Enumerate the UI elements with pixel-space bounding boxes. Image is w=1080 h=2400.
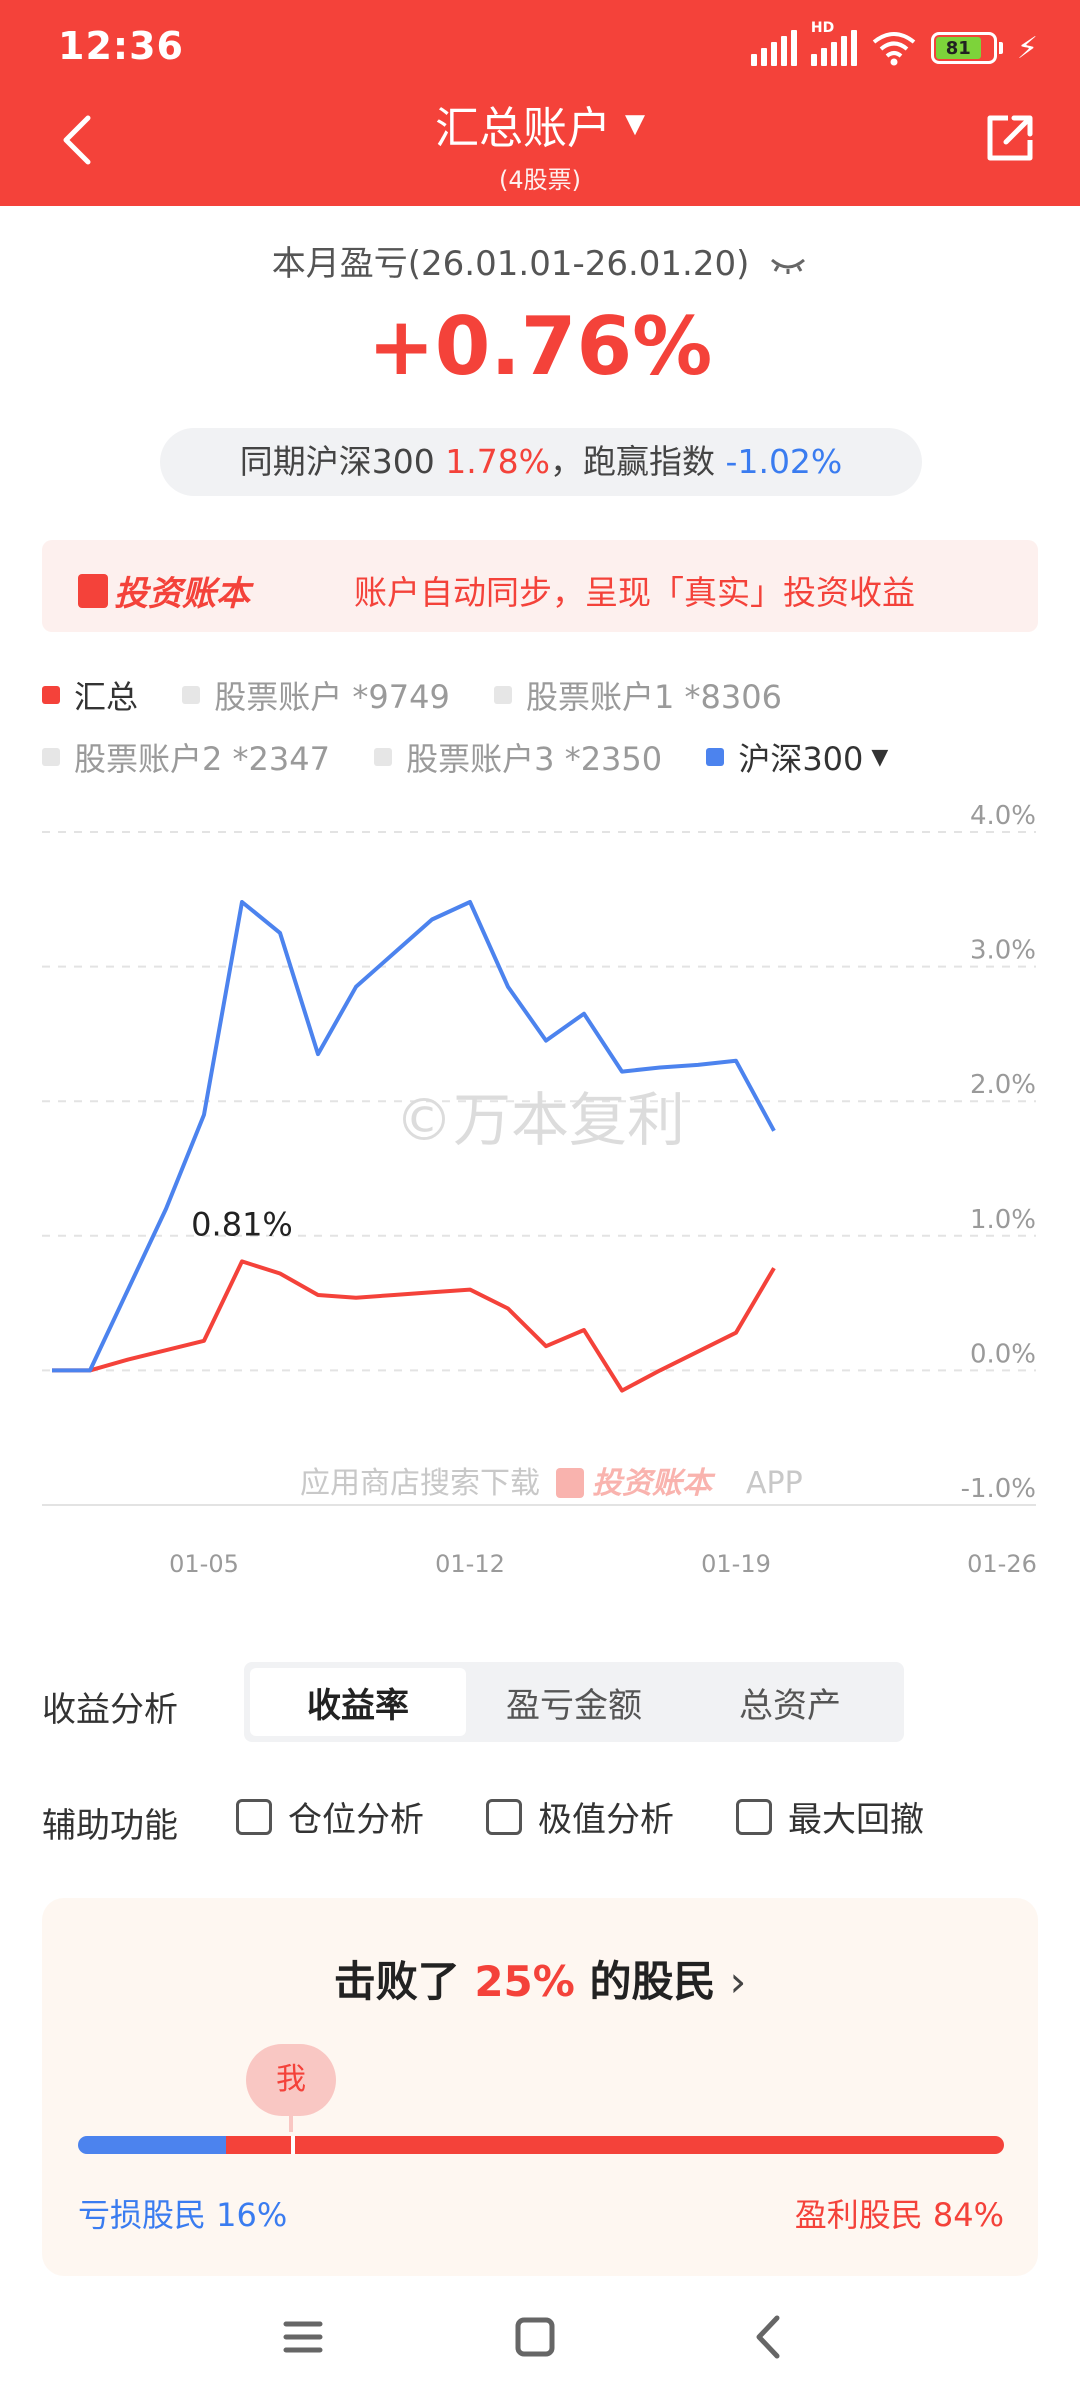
charging-icon: ⚡ bbox=[1016, 30, 1038, 66]
extreme-analysis-checkbox[interactable]: 极值分析 bbox=[486, 1792, 674, 1841]
system-nav-bar bbox=[0, 2296, 1080, 2376]
legend-swatch bbox=[706, 748, 725, 766]
banner-message: 账户自动同步，呈现「真实」投资收益 bbox=[354, 573, 915, 612]
legend-item-account-2350[interactable]: 股票账户3 *2350 bbox=[374, 734, 662, 780]
me-marker-tail bbox=[288, 2112, 293, 2132]
page-title: 汇总账户 bbox=[435, 103, 611, 154]
x-tick-label: 01-05 bbox=[169, 1550, 239, 1578]
eye-closed-icon[interactable] bbox=[768, 256, 808, 276]
legend-item-account-8306[interactable]: 股票账户1 *8306 bbox=[493, 672, 782, 718]
analysis-label: 收益分析 bbox=[42, 1690, 178, 1730]
me-marker: 我 bbox=[245, 2044, 336, 2116]
x-tick-label: 01-26 bbox=[967, 1550, 1037, 1578]
legend-swatch bbox=[374, 748, 393, 766]
legend-swatch bbox=[42, 748, 60, 766]
chart-footer-text: 应用商店搜索下载 bbox=[300, 1466, 540, 1501]
analysis-segmented-control: 收益率 盈亏金额 总资产 bbox=[244, 1662, 904, 1742]
y-tick-label: 1.0% bbox=[970, 1205, 1036, 1235]
battery-level: 81 bbox=[935, 37, 981, 59]
caret-down-icon: ▼ bbox=[625, 109, 645, 139]
y-tick-label: 3.0% bbox=[970, 936, 1036, 966]
gain-segment bbox=[226, 2136, 1004, 2154]
signal-hd-icon: HD bbox=[810, 20, 857, 66]
aux-checkboxes: 仓位分析 极值分析 最大回撤 bbox=[236, 1792, 924, 1841]
legend-item-account-2347[interactable]: 股票账户2 *2347 bbox=[42, 734, 330, 780]
promo-banner[interactable]: 投资账本 账户自动同步，呈现「真实」投资收益 bbox=[42, 540, 1038, 632]
return-chart[interactable]: 4.0% 3.0% 2.0% 1.0% 0.0% -1.0% 01-05 01-12 01-19… bbox=[0, 800, 1080, 1600]
y-tick-label: -1.0% bbox=[961, 1474, 1036, 1504]
menu-icon[interactable] bbox=[268, 2302, 338, 2372]
account-selector[interactable]: 汇总账户 ▼ bbox=[435, 92, 645, 156]
tab-total-assets[interactable]: 总资产 bbox=[739, 1685, 841, 1726]
y-tick-label: 2.0% bbox=[970, 1070, 1036, 1100]
home-icon[interactable] bbox=[500, 2302, 570, 2372]
page-subtitle: (4股票) bbox=[499, 166, 581, 194]
checkbox-box[interactable] bbox=[486, 1798, 522, 1835]
series-line-hs300 bbox=[52, 900, 776, 1373]
top-header: 12:36 HD 81 ⚡ 汇总账户 bbox=[0, 0, 1080, 206]
max-annotation: 0.81% bbox=[191, 1205, 293, 1243]
legend-item-hs300[interactable]: 沪深300 ▼ bbox=[706, 734, 888, 780]
position-analysis-checkbox[interactable]: 仓位分析 bbox=[236, 1792, 424, 1841]
back-button[interactable] bbox=[50, 110, 110, 170]
legend-row-2: 股票账户2 *2347 股票账户3 *2350 沪深300 ▼ bbox=[42, 734, 1042, 780]
x-tick-label: 01-19 bbox=[701, 1550, 771, 1578]
me-position-mark bbox=[290, 2136, 295, 2154]
legend-row-1: 汇总 股票账户 *9749 股票账户1 *8306 bbox=[42, 672, 1042, 718]
profit-percent: +0.76% bbox=[367, 300, 713, 393]
gain-investors-label: 盈利股民 84% bbox=[794, 2196, 1004, 2234]
legend-item-account-9749[interactable]: 股票账户 *9749 bbox=[182, 672, 450, 718]
loss-segment bbox=[78, 2136, 227, 2154]
chart-footer-logo: 投资账本 bbox=[592, 1466, 716, 1501]
index-return: 1.78% bbox=[445, 442, 551, 481]
title-block[interactable]: 汇总账户 ▼ (4股票) bbox=[0, 92, 1080, 195]
chevron-right-icon: › bbox=[729, 1957, 747, 2006]
x-tick-label: 01-12 bbox=[435, 1550, 505, 1578]
checkbox-box[interactable] bbox=[736, 1798, 772, 1835]
tab-profit-amount[interactable]: 盈亏金额 bbox=[506, 1685, 642, 1726]
signal-icon bbox=[750, 30, 797, 66]
wifi-icon bbox=[872, 32, 916, 66]
distribution-bar bbox=[78, 2136, 1004, 2154]
back-nav-icon[interactable] bbox=[735, 2302, 805, 2372]
status-bar: 12:36 HD 81 ⚡ bbox=[0, 0, 1080, 96]
status-icons: HD 81 ⚡ bbox=[750, 20, 1038, 70]
loss-investors-label: 亏损股民 16% bbox=[78, 2196, 288, 2234]
ranking-headline[interactable]: 击败了 25% 的股民 › bbox=[333, 1957, 747, 2006]
caret-down-icon: ▼ bbox=[871, 744, 889, 770]
share-button[interactable] bbox=[980, 108, 1040, 168]
battery-icon: 81 bbox=[930, 32, 1003, 64]
index-compare: 同期沪深300 1.78%，跑赢指数 -1.02% bbox=[160, 428, 922, 496]
y-tick-label: 0.0% bbox=[970, 1339, 1036, 1369]
ledger-icon bbox=[556, 1468, 584, 1498]
app-logo: 投资账本 bbox=[78, 566, 250, 615]
ranking-card[interactable]: 击败了 25% 的股民 › 我 亏损股民 16% 盈利股民 84% bbox=[42, 1898, 1038, 2276]
tab-return-rate[interactable]: 收益率 bbox=[250, 1668, 466, 1736]
excess-return: -1.02% bbox=[725, 442, 843, 481]
ledger-icon bbox=[78, 573, 108, 608]
series-line-total bbox=[52, 1259, 776, 1393]
watermark: ©万本复利 bbox=[395, 1086, 685, 1154]
legend-swatch bbox=[182, 686, 201, 704]
y-tick-label: 4.0% bbox=[970, 801, 1036, 831]
legend-item-total[interactable]: 汇总 bbox=[42, 672, 138, 718]
hd-label: HD bbox=[810, 20, 835, 36]
status-time: 12:36 bbox=[58, 24, 184, 68]
period-label: 本月盈亏(26.01.01-26.01.20) bbox=[0, 236, 1080, 285]
max-drawdown-checkbox[interactable]: 最大回撤 bbox=[736, 1792, 924, 1841]
checkbox-box[interactable] bbox=[236, 1798, 272, 1835]
legend-swatch bbox=[493, 686, 512, 704]
ranking-percent: 25% bbox=[474, 1957, 575, 2006]
chart-footer-suffix: APP bbox=[746, 1466, 803, 1501]
aux-label: 辅助功能 bbox=[42, 1806, 178, 1846]
legend-swatch bbox=[42, 686, 60, 704]
